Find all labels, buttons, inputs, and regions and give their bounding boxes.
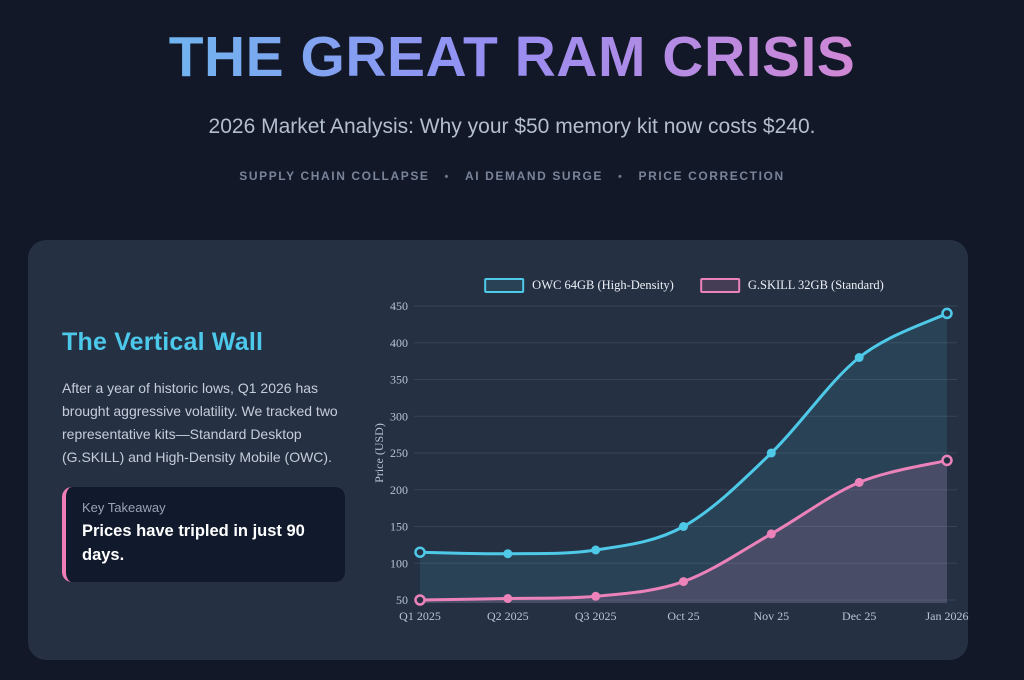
y-tick-label: 100 <box>390 556 408 570</box>
data-point-marker <box>591 591 601 601</box>
series-area-fill <box>420 313 947 603</box>
x-tick-label: Nov 25 <box>753 609 789 623</box>
x-tick-label: Q3 2025 <box>575 609 617 623</box>
data-point-marker <box>414 546 426 558</box>
data-point-marker <box>503 594 513 603</box>
legend-item: OWC 64GB (High-Density) <box>484 278 674 293</box>
topic-tag: SUPPLY CHAIN COLLAPSE <box>239 168 430 183</box>
page-title: THE GREAT RAM CRISIS <box>0 26 1024 89</box>
key-takeaway-callout: Key Takeaway Prices have tripled in just… <box>62 487 345 582</box>
x-tick-label: Dec 25 <box>842 609 876 623</box>
data-point-marker <box>941 307 953 320</box>
takeaway-label: Key Takeaway <box>82 500 166 515</box>
y-tick-label: 250 <box>390 446 408 460</box>
topic-tag: PRICE CORRECTION <box>638 168 785 183</box>
page-subtitle: 2026 Market Analysis: Why your $50 memor… <box>208 114 816 138</box>
y-tick-label: 200 <box>390 483 408 497</box>
y-tick-label: 400 <box>390 336 408 350</box>
chart-legend: OWC 64GB (High-Density) G.SKILL 32GB (Sta… <box>484 278 884 293</box>
x-tick-label: Q1 2025 <box>399 609 441 623</box>
legend-swatch <box>699 278 740 293</box>
x-tick-label: Oct 25 <box>667 609 699 623</box>
data-point-marker <box>679 522 688 531</box>
page-header: THE GREAT RAM CRISIS 2026 Market Analysi… <box>0 0 1024 183</box>
y-tick-label: 450 <box>390 299 408 313</box>
data-point-marker <box>854 353 864 362</box>
tag-separator: • <box>444 170 450 183</box>
data-point-marker <box>854 477 864 487</box>
data-point-marker <box>679 577 688 587</box>
topic-tags: SUPPLY CHAIN COLLAPSE • AI DEMAND SURGE • PR… <box>0 169 1024 183</box>
text-panel: The Vertical Wall After a year of histor… <box>62 328 358 469</box>
legend-swatch <box>484 278 525 293</box>
series-area-fill <box>420 460 947 603</box>
data-point-marker <box>766 448 776 458</box>
y-tick-label: 150 <box>390 520 408 534</box>
y-tick-label: 350 <box>390 373 408 387</box>
legend-label: G.SKILL 32GB (Standard) <box>747 278 884 292</box>
x-tick-label: Jan 2026 <box>926 609 969 623</box>
topic-tag: AI DEMAND SURGE <box>465 168 604 183</box>
data-point-marker <box>941 454 953 467</box>
y-tick-label: 50 <box>396 593 408 607</box>
data-point-marker <box>591 545 601 555</box>
section-body: After a year of historic lows, Q1 2026 h… <box>62 380 338 465</box>
takeaway-text: Prices have tripled in just 90 days. <box>82 522 305 564</box>
data-point-marker <box>766 529 776 539</box>
y-axis-label: Price (USD) <box>372 423 386 483</box>
y-tick-label: 300 <box>390 409 408 423</box>
analysis-card: The Vertical Wall After a year of histor… <box>28 240 969 660</box>
tag-separator: • <box>618 170 624 183</box>
section-heading: The Vertical Wall <box>62 328 264 356</box>
legend-item: G.SKILL 32GB (Standard) <box>699 278 884 293</box>
data-point-marker <box>414 594 426 606</box>
x-tick-label: Q2 2025 <box>487 609 529 623</box>
price-chart: OWC 64GB (High-Density) G.SKILL 32GB (Sta… <box>370 268 982 646</box>
data-point-marker <box>503 549 513 559</box>
legend-label: OWC 64GB (High-Density) <box>532 278 674 292</box>
chart-plot-area: 50 100 150 200 250 300 350 400 450 Q1 2025 Q2 2025… <box>372 299 969 623</box>
